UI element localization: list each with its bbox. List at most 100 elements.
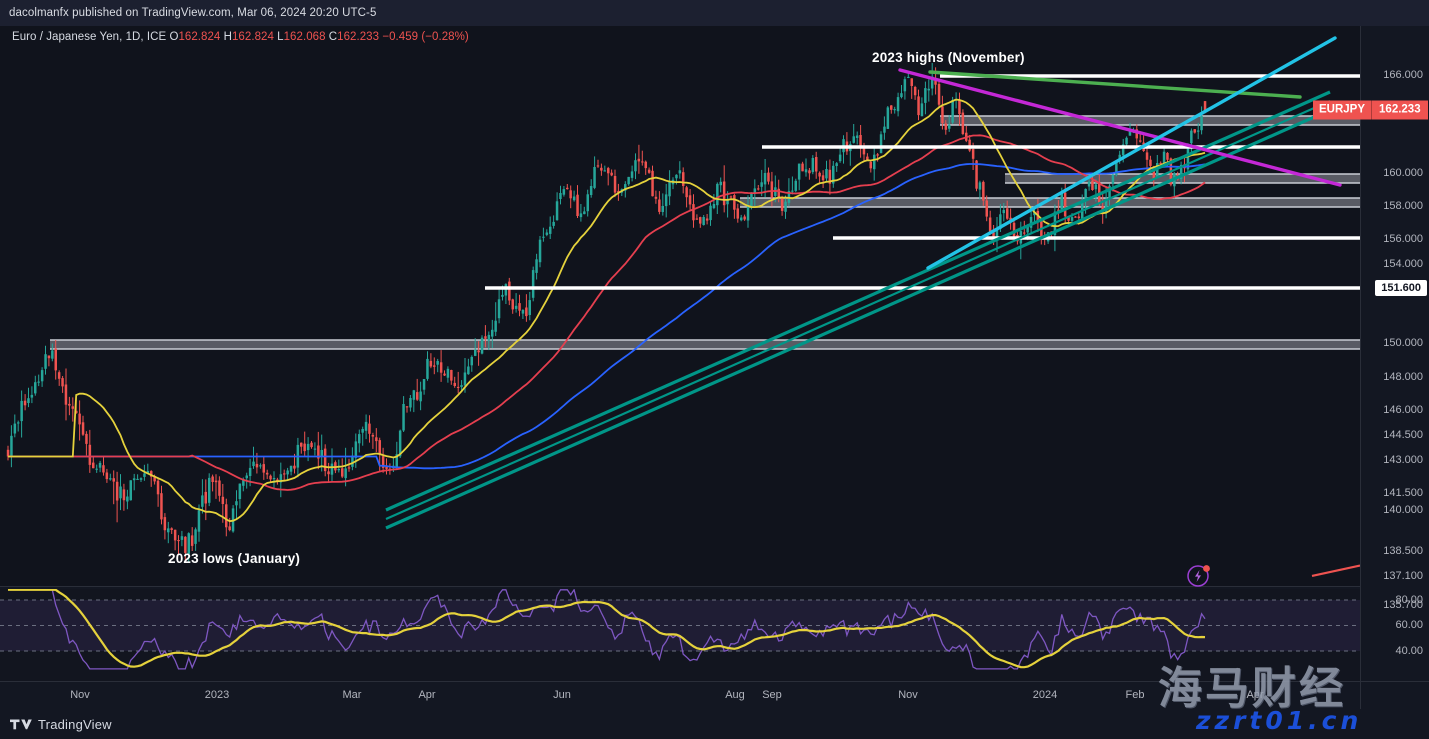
candle-body — [910, 78, 913, 86]
candle-body — [760, 182, 763, 187]
candle-body — [641, 161, 644, 163]
price-axis[interactable]: 166.000164.000160.000158.000156.000154.0… — [1313, 26, 1429, 681]
ascending-channel-teal-line-0[interactable] — [385, 108, 1331, 530]
candle-body — [948, 124, 951, 129]
candle-body — [57, 372, 61, 379]
candle-body — [1145, 152, 1149, 160]
rsi-pane[interactable] — [0, 589, 1360, 681]
candle-body — [668, 182, 671, 197]
price-axis-label: 148.000 — [1383, 371, 1423, 383]
candle-body — [269, 475, 272, 480]
candle-body — [508, 281, 511, 301]
candle-body — [828, 169, 832, 184]
candle-body — [136, 478, 139, 480]
candle-body — [651, 170, 654, 197]
candle-body — [105, 472, 109, 480]
candle-body — [259, 465, 262, 467]
candle-body — [1121, 144, 1125, 156]
candle-body — [341, 468, 344, 477]
candle-body — [139, 478, 143, 480]
candle-body — [1179, 164, 1183, 179]
candle-body — [538, 239, 542, 263]
candle-body — [460, 385, 463, 388]
candle-body — [37, 381, 40, 383]
candle-body — [838, 154, 842, 162]
candle-body — [265, 472, 269, 475]
candle-body — [729, 196, 733, 198]
resistance-158-zone — [1005, 174, 1360, 183]
candle-body — [702, 217, 705, 225]
price-axis-label: 137.100 — [1383, 570, 1423, 582]
ascending-trendline-cyan[interactable] — [926, 36, 1337, 270]
candle-body — [405, 406, 409, 408]
ascending-channel-teal-line-2[interactable] — [385, 90, 1331, 512]
candle-body — [658, 199, 661, 212]
candle-body — [1057, 209, 1060, 211]
descending-trendline-magenta[interactable] — [898, 68, 1342, 187]
time-axis[interactable]: Nov 2023 Mar Apr Jun Aug Sep Nov 2024 Feb Apr — [0, 681, 1360, 709]
candle-body — [624, 184, 627, 191]
candle-body — [576, 194, 579, 216]
candle-body — [40, 370, 44, 382]
candle-body — [109, 478, 112, 480]
candle-body — [528, 300, 531, 315]
candle-body — [562, 189, 566, 195]
price-axis-label: 158.000 — [1383, 200, 1423, 212]
candle-body — [917, 96, 920, 116]
rsi-axis-label: 80.00 — [1395, 594, 1423, 606]
candle-body — [368, 423, 371, 434]
candle-body — [156, 480, 160, 495]
symbol-legend[interactable]: Euro / Japanese Yen, 1D, ICE O162.824 H1… — [12, 31, 469, 43]
candle-body — [242, 479, 245, 486]
candle-body — [535, 259, 538, 273]
candle-body — [521, 309, 525, 314]
lightning-bolt-icon[interactable] — [1186, 562, 1212, 588]
candle-body — [201, 495, 204, 507]
candle-body — [375, 437, 378, 442]
candle-body — [453, 382, 456, 386]
candle-body — [470, 356, 473, 366]
candle-body — [102, 465, 105, 473]
candle-body — [187, 533, 190, 554]
candle-body — [248, 467, 252, 476]
candle-body — [1152, 166, 1156, 179]
legend-open-key: O — [169, 31, 179, 43]
candle-body — [1128, 129, 1132, 136]
watermark-brand-cn: 海马财经 — [1158, 663, 1346, 714]
candle-body — [1067, 217, 1070, 221]
candle-body — [692, 204, 695, 221]
candle-body — [855, 135, 859, 138]
candle-body — [398, 430, 402, 457]
candle-body — [890, 105, 893, 110]
candle-body — [675, 174, 678, 179]
candle-body — [439, 362, 443, 373]
pane-separator — [0, 586, 1360, 587]
legend-close-value: 162.233 — [337, 31, 380, 43]
candle-body — [1074, 216, 1077, 218]
time-axis-label: Nov — [70, 689, 90, 701]
candle-body — [750, 193, 753, 208]
price-badge-ticker: EURJPY — [1313, 100, 1372, 120]
candle-body — [866, 156, 869, 160]
candle-body — [804, 169, 808, 173]
tradingview-logo[interactable]: TradingView — [0, 717, 112, 732]
candle-body — [630, 171, 634, 178]
candle-body — [416, 392, 419, 400]
candle-body — [173, 529, 177, 541]
candle-body — [763, 173, 767, 185]
axis-corner — [1360, 681, 1429, 709]
candle-body — [364, 421, 368, 431]
candle-body — [20, 400, 23, 422]
candle-body — [64, 384, 68, 405]
price-pane[interactable] — [0, 26, 1360, 586]
candle-body — [644, 161, 647, 169]
candle-body — [238, 483, 242, 499]
candle-body — [1077, 216, 1081, 219]
ascending-channel-teal-line-1[interactable] — [385, 99, 1331, 521]
ma-fast-line — [8, 98, 1206, 523]
candle-body — [988, 217, 992, 232]
candle-body — [907, 76, 910, 78]
candle-body — [999, 214, 1002, 229]
candle-body — [941, 106, 944, 124]
rsi-line — [8, 589, 1206, 670]
